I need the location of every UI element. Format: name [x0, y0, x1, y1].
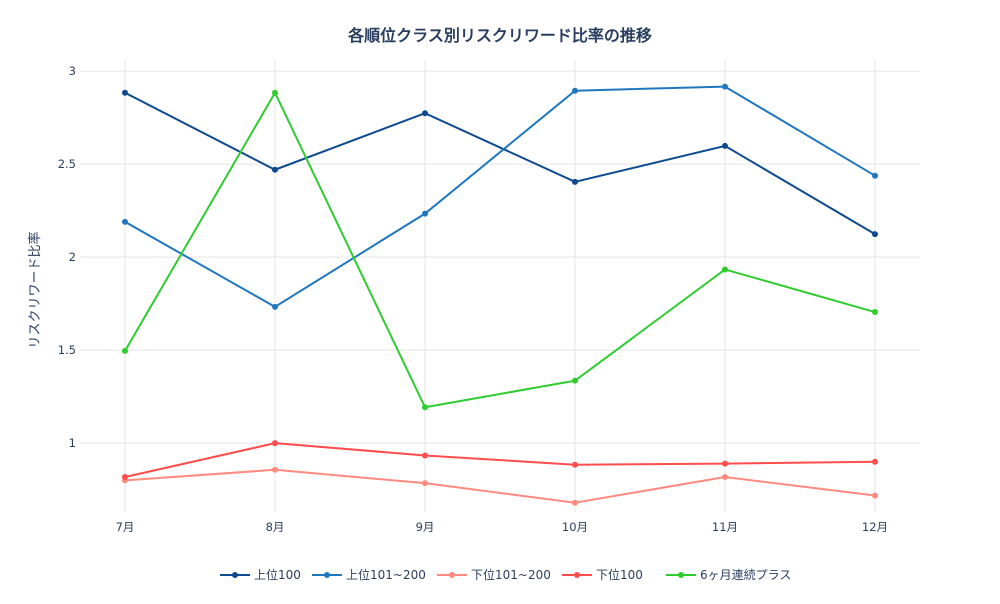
- data-point: [722, 460, 728, 467]
- data-point: [872, 172, 878, 179]
- gridlines: [80, 60, 920, 512]
- legend-item[interactable]: 6ヶ月連続プラス: [666, 568, 791, 582]
- data-point: [272, 166, 278, 173]
- legend-swatch-marker: [232, 572, 238, 578]
- series-1: [122, 83, 878, 310]
- x-axis-ticks: 7月 8月 9月 10月 11月 12月: [116, 520, 888, 534]
- legend[interactable]: 上位100 上位101~200 下位101~200 下位100 6ヶ月連続プラス: [220, 567, 791, 582]
- y-tick-label: 1.5: [58, 343, 76, 357]
- data-point: [572, 499, 578, 506]
- data-point: [422, 210, 428, 217]
- legend-label: 下位100: [596, 567, 643, 582]
- data-point: [872, 492, 878, 499]
- x-tick-label: 7月: [116, 520, 135, 534]
- data-point: [422, 452, 428, 459]
- data-point: [122, 347, 128, 354]
- data-point: [572, 377, 578, 384]
- data-point: [872, 458, 878, 465]
- x-tick-label: 12月: [862, 520, 888, 534]
- data-point: [122, 89, 128, 96]
- data-point: [872, 231, 878, 238]
- data-point: [422, 404, 428, 411]
- data-point: [572, 178, 578, 185]
- y-tick-label: 2.5: [58, 157, 76, 171]
- series-2: [122, 466, 878, 506]
- legend-swatch-marker: [678, 572, 684, 578]
- series-line: [124, 442, 876, 479]
- legend-swatch-marker: [324, 572, 330, 578]
- chart-title: 各順位クラス別リスクリワード比率の推移: [347, 26, 652, 45]
- data-point: [722, 83, 728, 90]
- y-axis-ticks: 1 1.5 2 2.5 3: [58, 64, 76, 450]
- legend-item[interactable]: 上位100: [220, 567, 301, 582]
- x-tick-label: 10月: [562, 520, 588, 534]
- data-point: [722, 142, 728, 149]
- legend-item[interactable]: 下位100: [562, 567, 643, 582]
- x-tick-label: 11月: [712, 520, 738, 534]
- data-point: [422, 110, 428, 117]
- legend-label: 下位101~200: [471, 567, 551, 582]
- legend-item[interactable]: 下位101~200: [437, 567, 551, 582]
- data-point: [272, 303, 278, 310]
- legend-label: 上位100: [254, 567, 301, 582]
- legend-swatch-marker: [449, 572, 455, 578]
- series-3: [122, 440, 878, 481]
- series-group: [122, 83, 878, 506]
- series-line: [124, 85, 876, 308]
- series-line: [124, 91, 876, 235]
- series-line: [124, 468, 876, 504]
- data-point: [422, 480, 428, 487]
- series-line: [124, 90, 876, 409]
- data-point: [872, 309, 878, 316]
- data-point: [122, 474, 128, 481]
- data-point: [272, 89, 278, 96]
- legend-label: 6ヶ月連続プラス: [700, 568, 791, 582]
- series-0: [122, 89, 878, 238]
- y-tick-label: 2: [69, 250, 76, 264]
- data-point: [572, 87, 578, 94]
- x-tick-label: 8月: [266, 520, 285, 534]
- data-point: [272, 466, 278, 473]
- x-tick-label: 9月: [416, 520, 435, 534]
- legend-label: 上位101~200: [346, 567, 426, 582]
- legend-swatch-marker: [574, 572, 580, 578]
- data-point: [722, 474, 728, 481]
- y-axis-title: リスクリワード比率: [27, 231, 43, 348]
- data-point: [272, 440, 278, 447]
- series-4: [122, 89, 878, 411]
- data-point: [722, 266, 728, 273]
- y-tick-label: 1: [69, 436, 76, 450]
- data-point: [122, 218, 128, 225]
- legend-item[interactable]: 上位101~200: [312, 567, 426, 582]
- data-point: [572, 461, 578, 468]
- y-tick-label: 3: [69, 64, 76, 78]
